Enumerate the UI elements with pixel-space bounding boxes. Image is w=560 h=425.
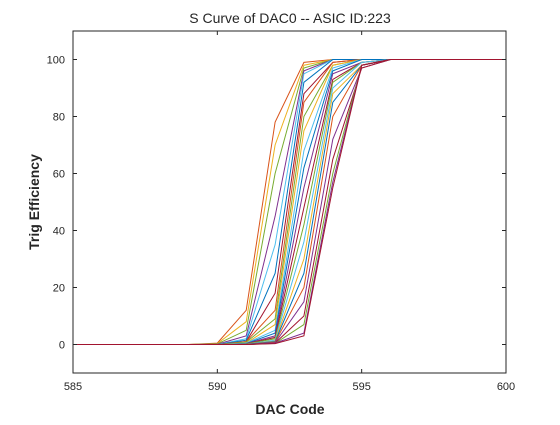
x-tick-label: 595: [352, 381, 370, 393]
y-tick-label: 0: [59, 340, 65, 352]
plot-frame: [72, 30, 507, 374]
y-tick-label: 60: [53, 169, 65, 181]
x-axis-label: DAC Code: [255, 401, 324, 417]
y-tick-label: 20: [53, 283, 65, 295]
x-tick-label: 600: [497, 381, 515, 393]
x-tick-label: 585: [64, 381, 82, 393]
chart-title: S Curve of DAC0 -- ASIC ID:223: [189, 10, 391, 26]
y-tick-label: 40: [53, 226, 65, 238]
series-line-24: [73, 59, 506, 345]
plot-background: [73, 31, 506, 373]
y-tick-label: 80: [53, 112, 65, 124]
tick-layer: 585 590 595 600 0 20 40 60 80 100: [47, 31, 515, 393]
y-axis-label: Trig Efficiency: [26, 154, 42, 250]
x-tick-label: 590: [208, 381, 226, 393]
y-tick-label: 100: [47, 55, 65, 67]
series-layer: [73, 59, 506, 345]
